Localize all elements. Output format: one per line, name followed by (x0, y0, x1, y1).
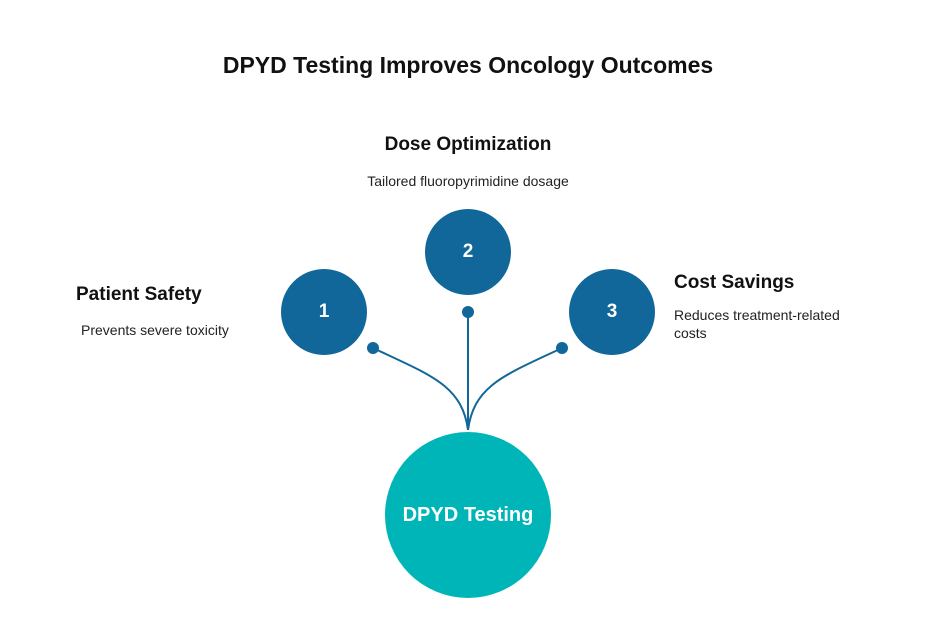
connector-dot-3 (556, 342, 568, 354)
node-2-label: Dose Optimization (384, 134, 552, 155)
diagram-title: DPYD Testing Improves Oncology Outcomes (222, 52, 714, 78)
hub-circle: DPYD Testing (385, 432, 551, 598)
node-3-circle: 3 (569, 269, 655, 355)
node-1-circle: 1 (281, 269, 367, 355)
node-1-number: 1 (318, 301, 330, 322)
node-2-circle: 2 (425, 209, 511, 295)
node-1-label: Patient Safety (76, 284, 202, 305)
connector-dot-1 (367, 342, 379, 354)
connector-dot-2 (462, 306, 474, 318)
node-2-description: Tailored fluoropyrimidine dosage (367, 173, 569, 189)
node-3-number: 3 (606, 301, 618, 322)
connector-3 (467, 347, 563, 431)
node-3-description: Reduces treatment-related costs (674, 307, 840, 341)
connector-1 (372, 347, 469, 431)
node-1-description: Prevents severe toxicity (81, 322, 229, 338)
node-2-number: 2 (462, 241, 474, 262)
node-3-label: Cost Savings (674, 272, 795, 293)
hub-label: DPYD Testing (402, 503, 534, 526)
